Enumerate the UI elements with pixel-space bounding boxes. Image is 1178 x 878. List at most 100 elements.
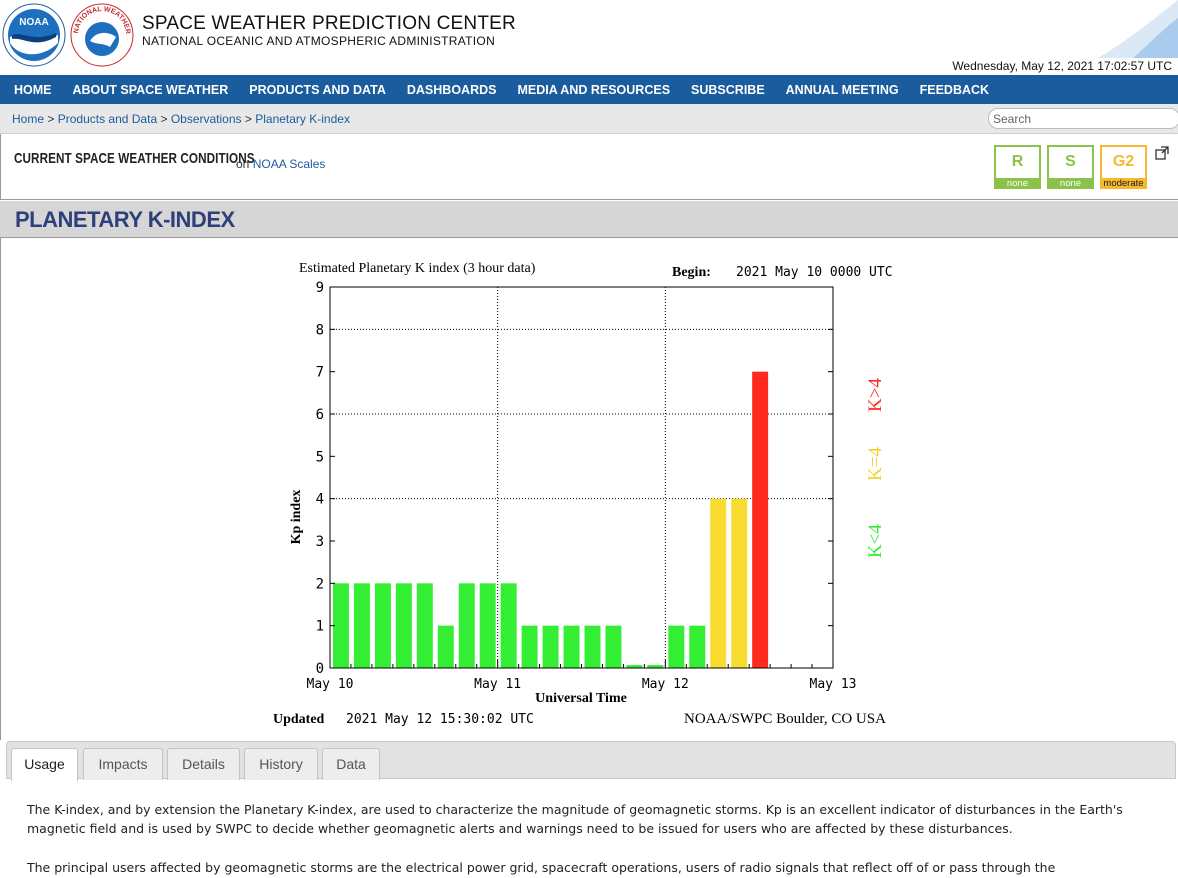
kp-bar: [416, 583, 433, 668]
kp-bar: [668, 625, 685, 668]
scale-g-letter: G2: [1112, 153, 1135, 170]
kp-bar: [605, 625, 622, 668]
kp-bar: [353, 583, 370, 668]
conditions-on-text: on: [236, 157, 250, 171]
x-tick-label: May 10: [307, 677, 354, 692]
tab-impacts[interactable]: Impacts: [83, 748, 163, 780]
scale-r-level: none: [996, 178, 1039, 189]
x-tick-label: May 12: [642, 677, 689, 692]
chart-x-ticks: May 10 May 11 May 12 May 13: [307, 660, 857, 692]
kp-bar: [731, 498, 748, 668]
legend-k-less-4: K<4: [865, 524, 886, 558]
chart-x-label: Universal Time: [535, 691, 627, 706]
kp-bar: [479, 583, 496, 668]
kp-bar: [542, 625, 559, 668]
nav-subscribe[interactable]: SUBSCRIBE: [691, 82, 765, 97]
nav-media-and-resources[interactable]: MEDIA AND RESOURCES: [517, 82, 671, 97]
site-header: NOAA NATIONAL WEATHER SERVICE SPACE WEAT…: [0, 0, 1178, 75]
nav-home[interactable]: HOME: [14, 82, 52, 97]
noaa-logo[interactable]: NOAA: [2, 3, 66, 67]
page-heading-bar: PLANETARY K-INDEX: [0, 201, 1178, 238]
kp-bar: [710, 498, 727, 668]
chart-begin-value: 2021 May 10 0000 UTC: [736, 265, 893, 280]
y-tick-label: 1: [316, 619, 324, 635]
nav-annual-meeting[interactable]: ANNUAL MEETING: [785, 82, 899, 97]
kp-bar: [395, 583, 412, 668]
nav-dashboards[interactable]: DASHBOARDS: [406, 82, 497, 97]
kp-bar: [333, 583, 349, 668]
chart-gridlines: [330, 287, 833, 668]
tab-details[interactable]: Details: [167, 748, 240, 780]
y-tick-label: 3: [316, 534, 324, 550]
kp-bar: [458, 583, 475, 668]
scale-r-letter: R: [1011, 153, 1024, 170]
tab-data[interactable]: Data: [322, 748, 380, 780]
legend-k-greater-4: K>4: [865, 378, 886, 412]
kp-chart-panel: Estimated Planetary K index (3 hour data…: [0, 238, 1178, 740]
kp-bar: [626, 665, 643, 668]
tab-usage[interactable]: Usage: [11, 748, 78, 781]
breadcrumb-observations[interactable]: Observations: [170, 112, 242, 126]
kp-bar: [689, 625, 706, 668]
usage-paragraph-1: The K-index, and by extension the Planet…: [27, 802, 1123, 836]
chart-y-label: Kp index: [289, 490, 304, 545]
breadcrumb-separator: >: [160, 112, 168, 126]
scale-s-letter: S: [1065, 153, 1076, 170]
kp-bar: [563, 625, 580, 668]
chart-title: Estimated Planetary K index (3 hour data…: [299, 261, 536, 276]
chart-begin-label: Begin:: [672, 265, 711, 280]
breadcrumb-planetary-k-index[interactable]: Planetary K-index: [255, 112, 350, 126]
chart-source: NOAA/SWPC Boulder, CO USA: [684, 711, 886, 727]
chart-y-ticks: 0 1 2 3 4 5 6 7 8 9: [316, 280, 833, 677]
chart-updated-label: Updated: [273, 712, 325, 727]
popout-icon[interactable]: [1155, 146, 1169, 160]
kp-bar: [752, 371, 769, 668]
scale-g-badge[interactable]: G2 moderate: [1100, 145, 1147, 189]
breadcrumb-bar: Home > Products and Data > Observations …: [0, 104, 1178, 134]
kp-bar: [500, 583, 517, 668]
kp-bar: [437, 625, 454, 668]
noaa-scales-link[interactable]: NOAA Scales: [252, 157, 326, 171]
site-subtitle: NATIONAL OCEANIC AND ATMOSPHERIC ADMINIS…: [142, 34, 496, 48]
page-title: PLANETARY K-INDEX: [15, 207, 235, 232]
nav-products-and-data[interactable]: PRODUCTS AND DATA: [249, 82, 386, 97]
noaa-logo-text: NOAA: [19, 17, 48, 28]
current-datetime: Wednesday, May 12, 2021 17:02:57 UTC: [952, 59, 1172, 73]
kp-bar: [584, 625, 601, 668]
search-input[interactable]: [988, 108, 1178, 129]
usage-content: The K-index, and by extension the Planet…: [27, 800, 1147, 878]
nws-logo[interactable]: NATIONAL WEATHER SERVICE: [70, 3, 134, 67]
scale-s-level: none: [1049, 178, 1092, 189]
breadcrumb-products-and-data[interactable]: Products and Data: [57, 112, 158, 126]
kp-bar: [374, 583, 391, 668]
tab-history[interactable]: History: [244, 748, 318, 780]
kp-chart: Estimated Planetary K index (3 hour data…: [273, 261, 893, 727]
x-tick-label: May 13: [810, 677, 857, 692]
breadcrumb-separator: >: [47, 112, 55, 126]
x-tick-label: May 11: [474, 677, 521, 692]
y-tick-label: 4: [316, 492, 324, 508]
usage-paragraph-2: The principal users affected by geomagne…: [27, 860, 1056, 875]
chart-updated-value: 2021 May 12 15:30:02 UTC: [346, 712, 534, 727]
breadcrumb-separator: >: [244, 112, 252, 126]
kp-bar: [521, 625, 538, 668]
y-tick-label: 7: [316, 365, 324, 381]
chart-bars: [333, 371, 769, 668]
y-tick-label: 0: [316, 661, 324, 677]
scale-r-badge[interactable]: R none: [994, 145, 1041, 189]
y-tick-label: 8: [316, 322, 324, 338]
main-nav: HOME ABOUT SPACE WEATHER PRODUCTS AND DA…: [0, 75, 1178, 104]
y-tick-label: 5: [316, 449, 324, 465]
header-swoosh-graphic: [1098, 0, 1178, 58]
legend-k-equal-4: K=4: [865, 447, 886, 481]
y-tick-label: 2: [316, 576, 324, 592]
conditions-title: CURRENT SPACE WEATHER CONDITIONS: [14, 150, 255, 167]
breadcrumb-home[interactable]: Home: [12, 112, 45, 126]
scale-g-level: moderate: [1102, 178, 1145, 189]
y-tick-label: 6: [316, 407, 324, 423]
nav-about-space-weather[interactable]: ABOUT SPACE WEATHER: [72, 82, 229, 97]
scale-s-badge[interactable]: S none: [1047, 145, 1094, 189]
nav-feedback[interactable]: FEEDBACK: [919, 82, 990, 97]
current-conditions-panel: CURRENT SPACE WEATHER CONDITIONS on NOAA…: [0, 134, 1178, 200]
site-title[interactable]: SPACE WEATHER PREDICTION CENTER: [142, 13, 516, 34]
